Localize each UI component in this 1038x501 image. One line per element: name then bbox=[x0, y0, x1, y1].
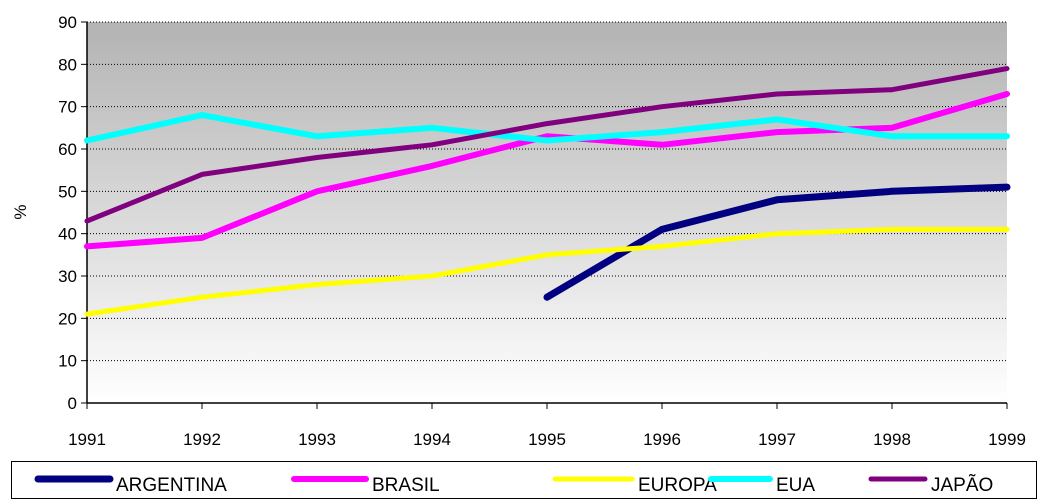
y-axis-label: % bbox=[11, 204, 30, 219]
x-tick-label: 1993 bbox=[298, 430, 336, 449]
y-tick-label: 0 bbox=[68, 394, 77, 413]
series-japao-line bbox=[84, 66, 1010, 224]
legend-swatch bbox=[707, 472, 774, 484]
series-layer bbox=[84, 66, 1011, 317]
y-tick-label: 90 bbox=[58, 13, 77, 32]
plot-area bbox=[87, 22, 1007, 403]
y-tick-label: 40 bbox=[58, 225, 77, 244]
series-europa bbox=[84, 226, 1010, 317]
series-eua bbox=[84, 112, 1010, 144]
series-eua-line bbox=[84, 112, 1010, 144]
series-japao bbox=[84, 66, 1010, 224]
y-tick-label: 50 bbox=[58, 182, 77, 201]
x-tick-label: 1999 bbox=[988, 430, 1026, 449]
series-argentina-line bbox=[543, 183, 1011, 301]
x-tick-label: 1991 bbox=[68, 430, 106, 449]
x-tick-label: 1998 bbox=[873, 430, 911, 449]
axes bbox=[81, 21, 1008, 409]
tick-labels: 0 10 20 30 40 50 60 70 80 90 1991 1992 1993 1994 1995 1… bbox=[58, 13, 1026, 449]
x-tick-label: 1995 bbox=[528, 430, 566, 449]
y-tick-label: 80 bbox=[58, 55, 77, 74]
y-tick-label: 60 bbox=[58, 140, 77, 159]
legend-label: EUA bbox=[776, 475, 816, 496]
grid-lines bbox=[87, 21, 1007, 362]
x-tick-label: 1997 bbox=[758, 430, 796, 449]
line-chart: 0 10 20 30 40 50 60 70 80 90 1991 1992 1993 1994 1995 1… bbox=[11, 13, 1026, 449]
y-tick-label: 20 bbox=[58, 309, 77, 328]
legend-label: ARGENTINA bbox=[116, 475, 227, 496]
legend-label: EUROPA bbox=[638, 475, 717, 496]
x-tick-label: 1992 bbox=[183, 430, 221, 449]
y-tick-label: 70 bbox=[58, 98, 77, 117]
series-europa-line bbox=[84, 226, 1010, 317]
x-tick-label: 1996 bbox=[643, 430, 681, 449]
legend-swatch bbox=[290, 472, 370, 484]
series-argentina bbox=[543, 183, 1011, 301]
legend-swatch bbox=[867, 472, 929, 484]
legend-label: JAPÃO bbox=[931, 475, 994, 496]
legend-swatch bbox=[551, 472, 636, 484]
x-tick-label: 1994 bbox=[413, 430, 451, 449]
legend: ARGENTINA BRASIL EUROPA EUA JAPÃO bbox=[11, 461, 1037, 499]
y-tick-label: 30 bbox=[58, 267, 77, 286]
legend-swatch bbox=[34, 472, 114, 484]
legend-label: BRASIL bbox=[372, 475, 440, 496]
y-tick-label: 10 bbox=[58, 352, 77, 371]
